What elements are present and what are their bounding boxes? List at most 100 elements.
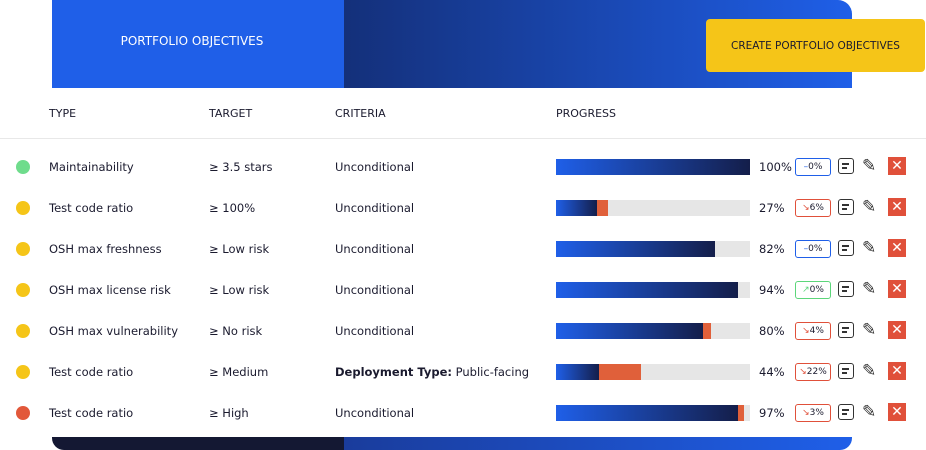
- footer-banner: [52, 437, 852, 450]
- status-dot: [16, 406, 30, 420]
- note-line: [842, 249, 847, 251]
- progress-label: 27%: [759, 201, 785, 215]
- note-line: [842, 368, 849, 370]
- note-line: [842, 286, 849, 288]
- change-label: 0%: [809, 285, 824, 295]
- criteria: Public-facing: [455, 365, 530, 379]
- target: ≥ High: [209, 406, 249, 420]
- type: OSH max license risk: [49, 283, 171, 297]
- change-label: 0%: [808, 244, 823, 254]
- criteria: Unconditional: [335, 406, 415, 420]
- change-badge: ↗ 0%: [795, 281, 831, 299]
- note-button[interactable]: [838, 199, 854, 215]
- criteria: Unconditional: [335, 160, 415, 174]
- delete-button[interactable]: ✕: [888, 157, 906, 175]
- column-header: CRITERIA: [335, 107, 386, 120]
- edit-button[interactable]: ✎: [862, 197, 877, 217]
- status-dot: [16, 201, 30, 215]
- edit-button[interactable]: ✎: [862, 402, 877, 422]
- progress-label: 44%: [759, 365, 785, 379]
- change-badge: ↘ 3%: [795, 404, 831, 422]
- change-badge: –0%: [795, 158, 831, 176]
- type: Test code ratio: [49, 406, 134, 420]
- change-badge: ↘ 22%: [795, 363, 831, 381]
- change-label: 4%: [809, 326, 824, 336]
- type: Test code ratio: [49, 201, 134, 215]
- trend-icon: ↘: [802, 203, 810, 213]
- trend-icon: ↘: [802, 326, 810, 336]
- note-line: [842, 413, 847, 415]
- progress-change: [596, 200, 609, 216]
- note-line: [842, 245, 849, 247]
- status-dot: [16, 324, 30, 338]
- target: ≥ Medium: [209, 365, 269, 379]
- progress-change: [598, 364, 642, 380]
- change-badge: ↘ 4%: [795, 322, 831, 340]
- target: ≥ 100%: [209, 201, 256, 215]
- column-header: TYPE: [49, 107, 77, 120]
- note-line: [842, 208, 847, 210]
- trend-icon: –: [803, 244, 809, 254]
- progress-label: 100%: [759, 160, 792, 174]
- criteria: Unconditional: [335, 242, 415, 256]
- criteria: Unconditional: [335, 201, 415, 215]
- note-line: [842, 204, 849, 206]
- target: ≥ Low risk: [209, 283, 270, 297]
- delete-button[interactable]: ✕: [888, 198, 906, 216]
- type: OSH max freshness: [49, 242, 162, 256]
- progress-change: [738, 405, 745, 421]
- change-badge: –0%: [795, 240, 831, 258]
- progress-change: [703, 323, 712, 339]
- delete-button[interactable]: ✕: [888, 280, 906, 298]
- target: ≥ No risk: [209, 324, 263, 338]
- column-header: PROGRESS: [556, 107, 617, 120]
- target: ≥ Low risk: [209, 242, 270, 256]
- type: Maintainability: [49, 160, 134, 174]
- column-header: TARGET: [209, 107, 253, 120]
- criteria-cell: Unconditional: [335, 200, 414, 216]
- note-line: [842, 372, 847, 374]
- progress-label: 82%: [759, 242, 785, 256]
- edit-button[interactable]: ✎: [862, 279, 877, 299]
- change-label: 0%: [808, 162, 823, 172]
- progress-bar: [556, 159, 750, 175]
- edit-button[interactable]: ✎: [862, 320, 877, 340]
- note-button[interactable]: [838, 281, 854, 297]
- note-line: [842, 163, 849, 165]
- progress-bar: [556, 364, 599, 380]
- divider: [0, 138, 926, 139]
- target: ≥ 3.5 stars: [209, 160, 273, 174]
- criteria-cell: Deployment Type: Public-facing: [335, 364, 529, 380]
- delete-button[interactable]: ✕: [888, 239, 906, 257]
- edit-button[interactable]: ✎: [862, 238, 877, 258]
- criteria: Unconditional: [335, 324, 415, 338]
- criteria: Unconditional: [335, 283, 415, 297]
- change-badge: ↘ 6%: [795, 199, 831, 217]
- delete-button[interactable]: ✕: [888, 362, 906, 380]
- note-button[interactable]: [838, 158, 854, 174]
- note-button[interactable]: [838, 404, 854, 420]
- trend-icon: ↘: [799, 367, 807, 377]
- edit-button[interactable]: ✎: [862, 361, 877, 381]
- progress-bar: [556, 241, 716, 257]
- criteria-cell: Unconditional: [335, 323, 414, 339]
- criteria-cell: Unconditional: [335, 405, 414, 421]
- criteria-label: Deployment Type:: [335, 365, 452, 379]
- progress-label: 94%: [759, 283, 785, 297]
- change-label: 6%: [809, 203, 824, 213]
- criteria-cell: Unconditional: [335, 159, 414, 175]
- status-dot: [16, 242, 30, 256]
- note-button[interactable]: [838, 240, 854, 256]
- note-button[interactable]: [838, 322, 854, 338]
- create-button[interactable]: CREATE PORTFOLIO OBJECTIVES: [706, 19, 925, 72]
- edit-button[interactable]: ✎: [862, 156, 877, 176]
- change-label: 3%: [809, 408, 824, 418]
- note-button[interactable]: [838, 363, 854, 379]
- progress-label: 97%: [759, 406, 785, 420]
- progress-bar: [556, 323, 704, 339]
- delete-button[interactable]: ✕: [888, 403, 906, 421]
- progress-bar: [556, 405, 739, 421]
- delete-button[interactable]: ✕: [888, 321, 906, 339]
- note-line: [842, 327, 849, 329]
- note-line: [842, 409, 849, 411]
